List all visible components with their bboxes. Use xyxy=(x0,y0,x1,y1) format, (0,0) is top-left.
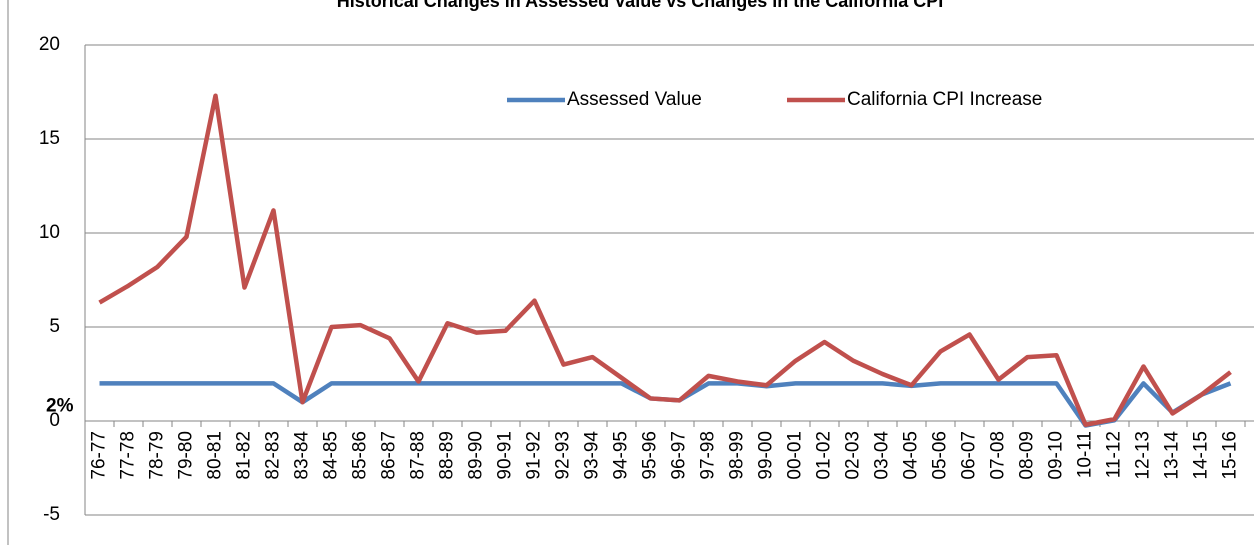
x-tick-label: 09-10 xyxy=(1046,431,1067,480)
x-tick-label: 83-84 xyxy=(292,431,313,480)
x-tick-label: 82-83 xyxy=(263,431,284,480)
x-tick-label: 14-15 xyxy=(1191,431,1212,480)
x-tick-label: 06-07 xyxy=(959,431,980,480)
x-tick-label: 08-09 xyxy=(1017,431,1038,480)
x-tick-label: 90-91 xyxy=(495,431,516,480)
x-tick-label: 01-02 xyxy=(814,431,835,480)
legend-label: Assessed Value xyxy=(567,89,702,110)
x-tick-label: 88-89 xyxy=(437,431,458,480)
y-tick-label: 15 xyxy=(39,128,60,149)
x-tick-label: 92-93 xyxy=(553,431,574,480)
y-tick-label: -5 xyxy=(43,504,60,525)
x-tick-label: 80-81 xyxy=(205,431,226,480)
x-tick-label: 89-90 xyxy=(466,431,487,480)
x-tick-label: 81-82 xyxy=(234,431,255,480)
annotation: 2% xyxy=(46,395,74,416)
y-tick-label: 20 xyxy=(39,34,60,55)
x-tick-label: 85-86 xyxy=(350,431,371,480)
x-tick-label: 76-77 xyxy=(89,431,110,480)
x-tick-label: 86-87 xyxy=(379,431,400,480)
y-tick-label: 5 xyxy=(49,316,60,337)
x-tick-label: 93-94 xyxy=(582,431,603,480)
x-tick-label: 87-88 xyxy=(408,431,429,480)
x-tick-label: 78-79 xyxy=(147,431,168,480)
x-tick-label: 00-01 xyxy=(785,431,806,480)
x-tick-label: 03-04 xyxy=(872,431,893,480)
x-tick-label: 94-95 xyxy=(611,431,632,480)
y-tick-label: 0 xyxy=(49,410,60,431)
legend-label: California CPI Increase xyxy=(847,89,1042,110)
x-tick-label: 13-14 xyxy=(1162,431,1183,480)
x-tick-label: 05-06 xyxy=(930,431,951,480)
series-line xyxy=(98,93,1232,428)
x-tick-label: 12-13 xyxy=(1133,431,1154,480)
x-tick-label: 07-08 xyxy=(988,431,1009,480)
x-tick-label: 77-78 xyxy=(118,431,139,480)
x-tick-label: 79-80 xyxy=(176,431,197,480)
x-tick-label: 97-98 xyxy=(698,431,719,480)
x-tick-label: 84-85 xyxy=(321,431,342,480)
chart-title: Historical Changes in Assessed Value vs … xyxy=(337,0,944,11)
x-tick-label: 15-16 xyxy=(1220,431,1241,480)
x-tick-label: 91-92 xyxy=(524,431,545,480)
x-tick-label: 99-00 xyxy=(756,431,777,480)
x-tick-label: 95-96 xyxy=(640,431,661,480)
chart-frame xyxy=(7,0,1254,545)
x-tick-label: 02-03 xyxy=(843,431,864,480)
x-tick-label: 11-12 xyxy=(1104,431,1125,478)
x-tick-label: 10-11 xyxy=(1075,431,1096,478)
x-tick-label: 98-99 xyxy=(727,431,748,480)
x-tick-label: 04-05 xyxy=(901,431,922,480)
y-tick-label: 10 xyxy=(39,222,60,243)
x-tick-label: 96-97 xyxy=(669,431,690,480)
